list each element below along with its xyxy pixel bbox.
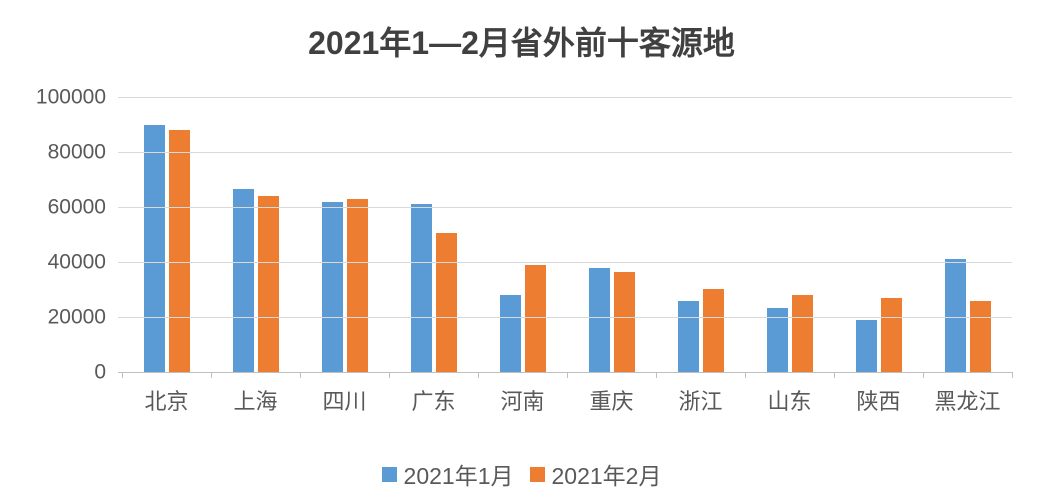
x-axis-tick [122,372,123,378]
bar [880,297,902,372]
legend: 2021年1月 2021年2月 [0,457,1043,491]
x-axis-tick [1012,372,1013,378]
bar [321,201,343,372]
bar [969,301,991,372]
bar [257,196,279,372]
bar [232,188,254,372]
bar [346,198,368,372]
gridline [118,207,1012,208]
x-tick-label: 四川 [322,389,367,414]
x-axis: 北京 上海 四川 广东 河南 重庆 浙江 山东 陕西 黑龙江 [122,384,1012,416]
x-axis-tick [567,372,568,378]
legend-item: 2021年2月 [529,457,662,491]
y-axis: 0 20000 40000 60000 80000 100000 [0,87,106,383]
x-tick-label: 山东 [767,389,812,414]
x-tick-label: 黑龙江 [934,389,1001,414]
y-tick-label: 80000 [47,140,106,164]
chart-title: 2021年1—2月省外前十客源地 [308,25,735,61]
bar [702,288,724,372]
bar-group [834,97,923,372]
x-axis-tick [478,372,479,378]
bar [855,320,877,372]
bar [499,295,521,372]
x-tick-label: 重庆 [589,389,634,414]
x-tick-label: 陕西 [856,389,901,414]
x-tick-label: 北京 [144,389,189,414]
x-axis-tick [389,372,390,378]
x-axis-tick [656,372,657,378]
bar-group [567,97,656,372]
bar-group [122,97,211,372]
y-tick-label: 20000 [47,305,106,329]
x-axis-tick [834,372,835,378]
x-tick-label: 浙江 [678,389,723,414]
legend-swatch-icon [381,466,397,482]
bar-group [923,97,1012,372]
y-tick-label: 0 [94,360,106,384]
bar-groups [122,97,1012,372]
x-axis-tick [745,372,746,378]
bar-group [389,97,478,372]
gridline [118,152,1012,153]
bar-group [211,97,300,372]
x-axis-tick [211,372,212,378]
y-tick-label: 100000 [35,85,106,109]
bar [168,130,190,372]
bar [143,124,165,372]
bar-group [745,97,834,372]
gridline [118,97,1012,98]
bar-group [656,97,745,372]
bar [588,267,610,372]
bar [613,271,635,372]
bar [791,294,813,372]
legend-item: 2021年1月 [381,457,514,491]
x-tick-label: 河南 [500,389,545,414]
x-tick-label: 广东 [411,389,456,414]
bar-group [300,97,389,372]
bar [410,204,432,372]
plot-area [118,97,1013,378]
legend-swatch-icon [529,466,545,482]
legend-label: 2021年2月 [551,463,662,489]
x-tick-label: 上海 [233,389,278,414]
bar-group [478,97,567,372]
bar [766,307,788,372]
gridline [118,262,1012,263]
legend-label: 2021年1月 [403,463,514,489]
gridline [118,317,1012,318]
bar [677,300,699,372]
x-axis-line [118,372,1012,373]
bar [524,265,546,372]
bar [944,259,966,372]
y-tick-label: 60000 [47,195,106,219]
bar [435,233,457,372]
x-axis-tick [300,372,301,378]
y-tick-label: 40000 [47,250,106,274]
x-axis-tick [923,372,924,378]
